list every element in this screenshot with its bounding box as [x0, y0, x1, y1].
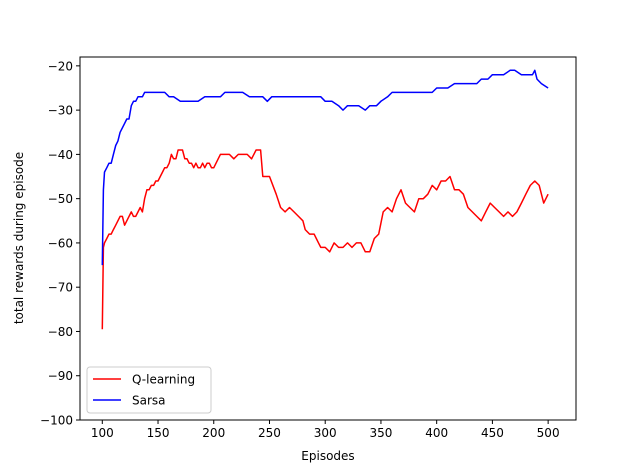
- x-tick-label: 350: [369, 426, 392, 440]
- legend-label-sarsa: Sarsa: [132, 394, 166, 408]
- plot-frame: [79, 56, 577, 421]
- series-layer: [101, 69, 549, 330]
- y-tick-label: −80: [48, 325, 73, 339]
- x-tick-label: 100: [91, 426, 114, 440]
- x-tick-label: 200: [202, 426, 225, 440]
- x-tick-label: 300: [314, 426, 337, 440]
- series-line-q-learning: [101, 149, 549, 330]
- x-axis-ticks: 100 150 200 250 300 350 400 450 500: [91, 420, 560, 440]
- y-axis-ticks: −100 −90 −80 −70 −60 −50 −40 −30 −20: [40, 59, 80, 428]
- y-tick-label: −30: [48, 104, 73, 118]
- y-tick-label: −70: [48, 281, 73, 295]
- legend-label-q-learning: Q-learning: [132, 373, 195, 387]
- x-tick-label: 250: [258, 426, 281, 440]
- y-tick-label: −60: [48, 236, 73, 250]
- y-tick-label: −20: [48, 59, 73, 73]
- x-axis-label: Episodes: [301, 449, 354, 463]
- x-tick-label: 450: [481, 426, 504, 440]
- series-line-sarsa: [101, 69, 549, 266]
- y-tick-label: −40: [48, 148, 73, 162]
- y-axis-label: total rewards during episode: [12, 152, 26, 324]
- y-tick-label: −100: [40, 414, 73, 428]
- x-tick-label: 400: [425, 426, 448, 440]
- x-tick-label: 500: [537, 426, 560, 440]
- y-tick-label: −50: [48, 192, 73, 206]
- legend: Q-learning Sarsa: [86, 366, 212, 414]
- x-tick-label: 150: [147, 426, 170, 440]
- y-tick-label: −90: [48, 369, 73, 383]
